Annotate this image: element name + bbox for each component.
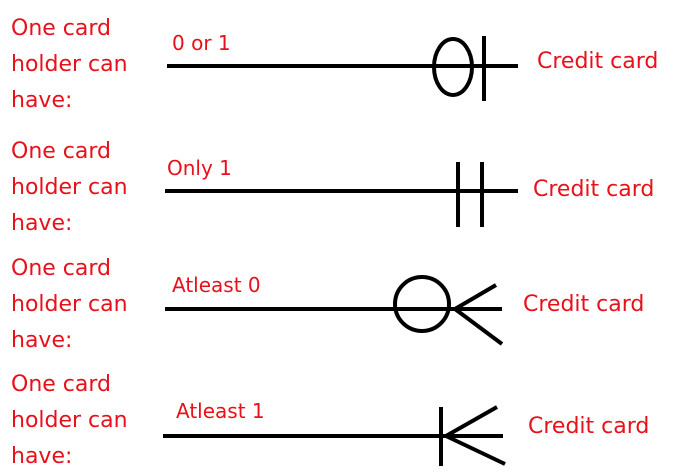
row4-left-label: One card holder can have:	[11, 372, 128, 469]
row3-zero-circle	[393, 275, 451, 333]
row3-crowfoot-upper	[453, 283, 498, 311]
row2-left-label: One card holder can have:	[11, 139, 128, 236]
exactly-one-symbol	[165, 162, 518, 227]
zero-or-many-symbol	[165, 275, 504, 346]
row1-zero-circle	[432, 37, 474, 97]
row1-right-label: Credit card	[537, 49, 659, 74]
row3-right-label: Credit card	[523, 292, 645, 317]
row3-crowfoot-lower	[453, 307, 504, 346]
row4-right-label: Credit card	[528, 414, 650, 439]
row4-crowfoot-upper	[445, 405, 498, 438]
row2-cardinality-label: Only 1	[167, 156, 232, 180]
one-or-many-symbol	[163, 405, 506, 466]
row3-left-label: One card holder can have:	[11, 256, 128, 353]
row4-cardinality-label: Atleast 1	[176, 399, 265, 423]
zero-or-one-symbol	[167, 36, 518, 101]
row1-cardinality-label: 0 or 1	[172, 31, 231, 55]
row2-right-label: Credit card	[533, 177, 655, 202]
row1-left-label: One card holder can have:	[11, 16, 128, 113]
row3-cardinality-label: Atleast 0	[172, 273, 261, 297]
row4-crowfoot-lower	[445, 434, 506, 466]
